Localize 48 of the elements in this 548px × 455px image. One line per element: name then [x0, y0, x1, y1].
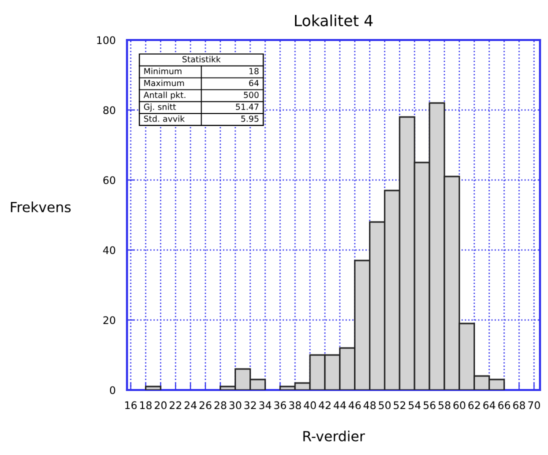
x-tick-label: 54	[408, 401, 421, 410]
x-tick-label: 24	[184, 401, 197, 410]
annotation: Statistikk	[182, 56, 221, 62]
annotation: 51.47	[236, 104, 258, 110]
y-tick-label: 100	[97, 36, 116, 44]
x-tick-label: 68	[513, 401, 526, 410]
x-tick-label: 28	[214, 401, 226, 410]
x-tick-label: 66	[498, 401, 510, 410]
annotation: 18	[249, 68, 259, 74]
annotation: 64	[249, 80, 259, 86]
x-axis-title: R-verdier	[303, 430, 365, 442]
x-tick-label: 58	[438, 401, 450, 410]
x-tick-label: 62	[468, 401, 480, 410]
x-tick-label: 38	[289, 401, 301, 410]
x-tick-label: 16	[125, 401, 137, 410]
annotation: Minimum	[144, 68, 182, 74]
x-tick-label: 20	[154, 401, 167, 410]
x-tick-label: 70	[528, 401, 540, 410]
y-tick-label: 20	[103, 316, 116, 324]
chart-title: Lokalitet 4	[295, 14, 373, 26]
annotation: Gj. snitt	[144, 104, 176, 112]
x-tick-label: 56	[424, 401, 436, 410]
x-tick-label: 64	[483, 401, 496, 410]
x-tick-label: 36	[274, 401, 286, 410]
y-tick-label: 60	[103, 176, 116, 184]
annotation: Std. avvik	[144, 115, 185, 122]
y-axis-title: Frekvens	[10, 202, 71, 212]
x-tick-label: 50	[378, 401, 391, 410]
x-tick-label: 34	[259, 401, 272, 410]
x-tick-label: 42	[318, 401, 330, 410]
x-tick-label: 32	[244, 401, 256, 410]
annotation: 500	[244, 92, 259, 98]
x-tick-label: 22	[170, 401, 182, 410]
y-tick-label: 40	[103, 246, 116, 254]
x-tick-label: 44	[334, 401, 346, 410]
y-tick-label: 80	[103, 106, 116, 114]
x-tick-label: 48	[364, 401, 376, 410]
x-tick-label: 30	[229, 401, 242, 410]
x-tick-label: 26	[200, 401, 212, 410]
y-tick-label: 0	[110, 386, 116, 394]
x-tick-label: 60	[453, 401, 466, 410]
annotation: 5.95	[241, 116, 258, 122]
annotation: Maximum	[144, 80, 184, 86]
x-tick-label: 52	[394, 401, 406, 410]
x-tick-label: 46	[348, 401, 361, 410]
annotation: Antall pkt.	[144, 92, 186, 100]
x-tick-label: 18	[140, 401, 152, 410]
x-tick-label: 40	[304, 401, 316, 410]
